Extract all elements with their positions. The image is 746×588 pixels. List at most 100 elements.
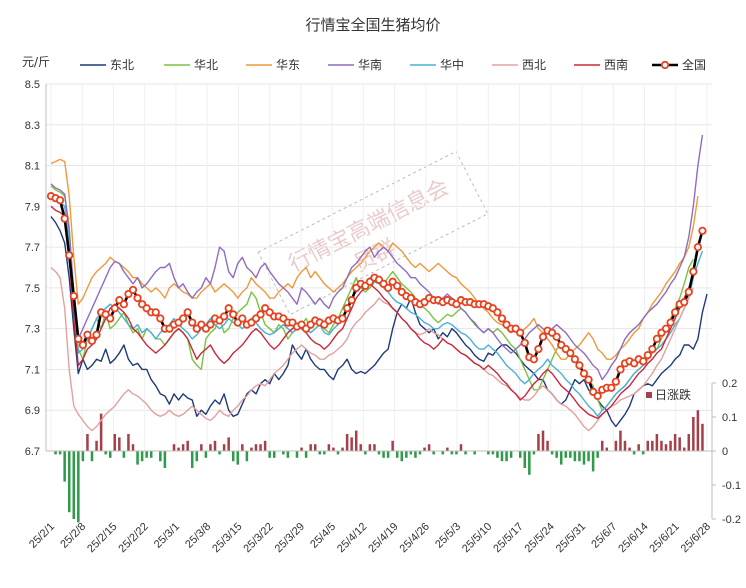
bar-up	[651, 440, 654, 451]
bar-down	[323, 451, 326, 455]
y-axis-unit-label: 元/斤	[22, 55, 50, 69]
national-point	[65, 251, 74, 260]
bar-up	[309, 444, 312, 451]
bar-down	[414, 451, 417, 458]
bar-up	[687, 434, 691, 451]
bar-down	[596, 451, 599, 458]
national-point	[92, 330, 101, 339]
bar-up	[300, 447, 303, 451]
bar-down	[81, 451, 85, 462]
national-point	[538, 332, 548, 341]
bar-up	[227, 437, 230, 451]
bar-down	[67, 451, 71, 513]
national-point	[343, 304, 352, 313]
y-tick-label: 8.1	[25, 161, 40, 173]
x-tick-label: 25/5/24	[522, 521, 556, 555]
bar-up	[614, 440, 618, 451]
bar-down	[122, 451, 126, 458]
national-point	[661, 324, 671, 333]
bar-down	[496, 451, 499, 458]
bar-up	[391, 440, 394, 451]
bar-down	[63, 451, 66, 482]
bar-down	[441, 451, 445, 455]
bar-up	[222, 444, 226, 451]
bar-up	[345, 434, 349, 451]
bar-down	[564, 451, 568, 458]
bar-down	[405, 451, 408, 458]
bar-up	[350, 437, 353, 451]
bar-down	[236, 451, 240, 465]
bar-up	[646, 440, 650, 451]
bar-down	[231, 451, 235, 462]
legend-label-西北: 西北	[522, 58, 546, 72]
x-tick-label: 25/5/10	[460, 521, 494, 555]
national-point	[56, 196, 65, 205]
x-tick-label: 25/6/21	[647, 521, 681, 555]
bar-down	[318, 451, 322, 455]
x-tick-label: 25/4/5	[308, 521, 338, 551]
x-tick-label: 25/3/8	[183, 521, 213, 551]
bar-up	[259, 444, 262, 451]
national-point	[338, 314, 347, 323]
national-point	[698, 226, 707, 235]
national-point	[60, 214, 69, 223]
bar-up	[546, 440, 549, 451]
bar-up	[427, 444, 431, 451]
y2-tick-label: 0.1	[722, 412, 737, 424]
bar-up	[368, 444, 372, 451]
bar-up	[95, 440, 98, 451]
bar-up	[200, 444, 203, 451]
national-point	[151, 308, 160, 317]
legend-label-全国: 全国	[682, 57, 706, 72]
national-point	[224, 304, 233, 313]
legend-label-东北: 东北	[110, 58, 134, 72]
national-point	[238, 314, 247, 323]
legend-marker-全国	[660, 60, 670, 70]
bar-down	[377, 451, 381, 455]
national-point	[256, 310, 265, 319]
bar-up	[118, 437, 121, 451]
x-tick-label: 25/3/15	[210, 521, 244, 555]
national-point	[611, 377, 620, 386]
bar-down	[569, 451, 572, 458]
bar-down	[204, 451, 208, 458]
bar-up	[99, 413, 103, 451]
national-point	[188, 318, 197, 327]
bar-down	[432, 451, 435, 455]
bar-down	[245, 451, 249, 462]
bar-up	[692, 417, 695, 451]
bar-up	[172, 444, 176, 451]
bar-up	[263, 440, 267, 451]
bar-up	[664, 444, 668, 451]
y-tick-label: 8.3	[25, 120, 40, 132]
bar-down	[104, 451, 107, 455]
bar-up	[209, 444, 212, 451]
bar-up	[605, 447, 609, 451]
national-point	[497, 314, 507, 323]
bar-up	[637, 444, 640, 451]
bar-down	[149, 451, 153, 458]
bar-down	[54, 451, 57, 455]
national-point	[133, 293, 142, 303]
national-point	[671, 308, 680, 317]
y-tick-label: 7.7	[25, 242, 40, 254]
bar-down	[295, 451, 299, 458]
bar-down	[555, 451, 558, 458]
bar-down	[364, 451, 367, 455]
grid-lines	[46, 83, 712, 452]
legend-label-华南: 华南	[358, 57, 382, 72]
bar-up	[131, 444, 135, 451]
national-point	[220, 312, 229, 321]
national-point	[206, 320, 215, 329]
bar-up	[682, 447, 686, 451]
bar-down	[163, 451, 167, 468]
national-point	[69, 291, 78, 301]
bar-down	[491, 451, 495, 455]
bar-down	[386, 451, 390, 458]
bar-up	[359, 444, 363, 451]
bar-down	[400, 451, 404, 462]
x-tick-label: 25/5/3	[433, 521, 463, 551]
bar-up	[537, 434, 540, 451]
